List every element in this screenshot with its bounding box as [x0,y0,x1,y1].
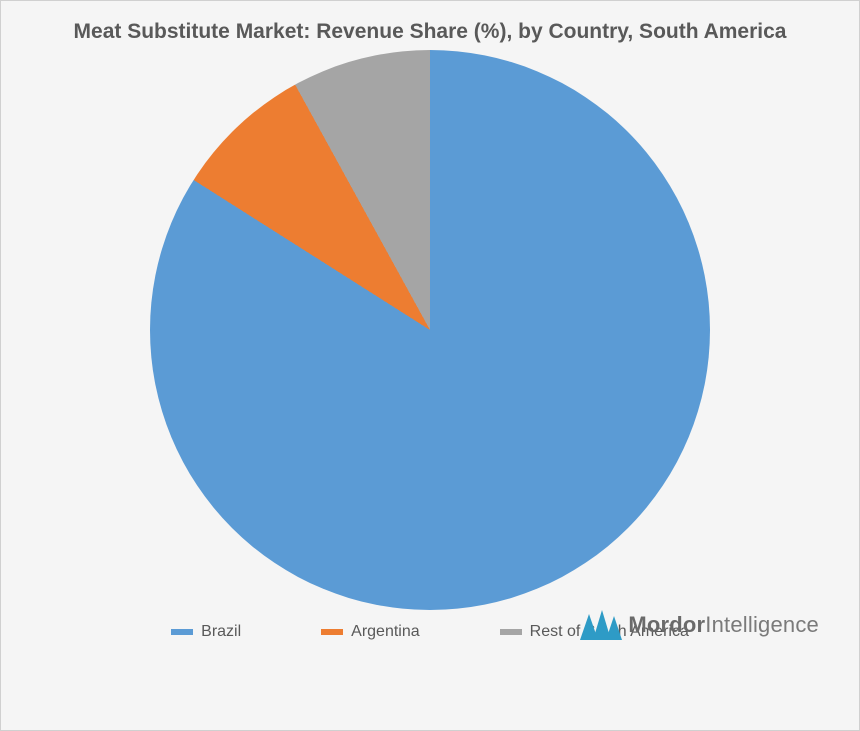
brand-text-bold: Mordor [628,612,705,637]
chart-area [1,45,859,615]
legend-label: Brazil [201,623,241,641]
legend-item: Argentina [321,623,420,641]
brand-text: MordorIntelligence [628,612,819,638]
legend-swatch [500,629,522,635]
legend-item: Brazil [171,623,241,641]
pie-chart [150,50,710,610]
legend-label: Argentina [351,623,420,641]
legend-swatch [321,629,343,635]
brand-logo: MordorIntelligence [580,610,819,640]
brand-mark-icon [580,610,622,640]
legend-swatch [171,629,193,635]
chart-title: Meat Substitute Market: Revenue Share (%… [1,1,859,45]
brand-text-light: Intelligence [705,612,819,637]
